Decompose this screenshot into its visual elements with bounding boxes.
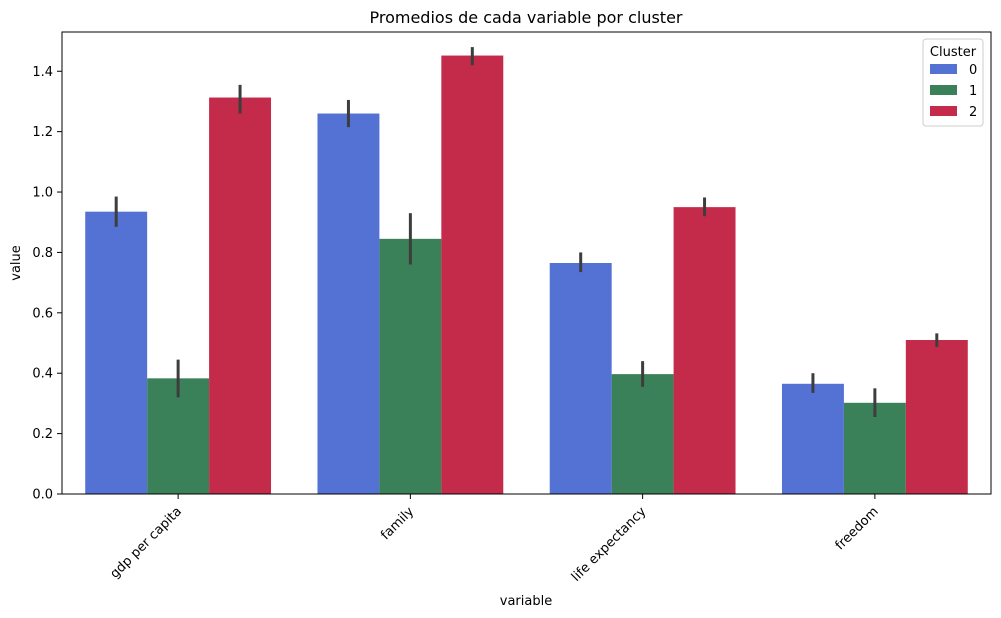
legend-label-2: 2 [969, 105, 977, 120]
bar-cluster-1-freedom [843, 402, 906, 494]
y-tick-label: 0.4 [32, 367, 53, 382]
legend-title: Cluster [930, 45, 977, 60]
y-tick-label: 0.0 [32, 488, 53, 503]
bar-cluster-0-life-expectancy [549, 263, 612, 494]
bar-cluster-0-family [317, 113, 380, 494]
errorbars-group [114, 47, 939, 417]
y-axis-label: value [9, 245, 24, 281]
x-axis-label: variable [500, 594, 552, 609]
bar-cluster-1-family [379, 238, 442, 494]
bar-cluster-1-life-expectancy [611, 374, 674, 494]
legend-box [922, 38, 984, 127]
plot-frame [61, 31, 992, 495]
y-tick-label: 1.0 [32, 186, 53, 201]
bar-cluster-1-gdp-per-capita [147, 378, 210, 494]
legend-swatch-0 [930, 64, 957, 74]
bar-cluster-0-freedom [781, 383, 844, 494]
x-axis: gdp per capita family life expectancy freed… [107, 494, 882, 585]
chart-title: Promedios de cada variable por cluster [369, 8, 682, 27]
legend-swatch-2 [930, 106, 957, 116]
x-tick-label: gdp per capita [107, 504, 185, 582]
bar-cluster-2-freedom [905, 340, 968, 494]
y-tick-label: 1.2 [32, 125, 53, 140]
bar-cluster-0-gdp-per-capita [85, 211, 148, 494]
x-tick-label: life expectancy [569, 504, 650, 585]
y-tick-label: 0.2 [32, 427, 53, 442]
y-tick-label: 0.6 [32, 306, 53, 321]
bars-group [85, 55, 968, 495]
x-tick-label: freedom [833, 504, 882, 553]
bar-cluster-2-life-expectancy [673, 207, 736, 494]
legend-label-1: 1 [969, 84, 977, 99]
legend-swatch-1 [930, 85, 957, 95]
bar-cluster-2-gdp-per-capita [209, 97, 272, 495]
y-tick-label: 1.4 [32, 65, 53, 80]
legend-label-0: 0 [969, 63, 977, 78]
legend: Cluster 0 1 2 [922, 38, 984, 127]
bar-cluster-2-family [441, 55, 504, 494]
x-tick-label: family [378, 504, 417, 543]
y-tick-label: 0.8 [32, 246, 53, 261]
y-axis: 0.0 0.2 0.4 0.6 0.8 1.0 1.2 1.4 [32, 65, 62, 503]
